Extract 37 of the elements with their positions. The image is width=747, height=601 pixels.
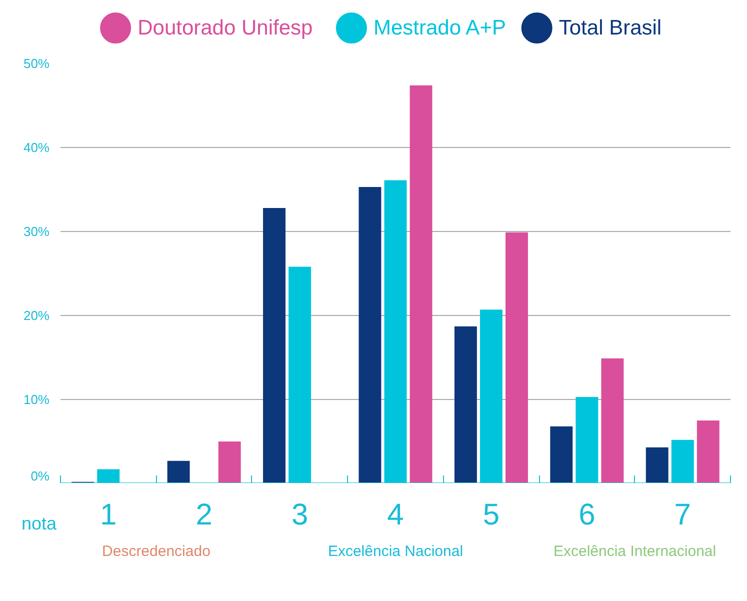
bar xyxy=(576,396,598,483)
x-tick-label: 2 xyxy=(196,498,212,532)
legend-label: Doutorado Unifesp xyxy=(138,16,313,40)
text: Excelência Nacional xyxy=(328,543,464,560)
y-tick-label: 20% xyxy=(23,308,50,323)
bar xyxy=(550,426,573,483)
y-tick-label: 50% xyxy=(23,56,50,71)
legend-label: Total Brasil xyxy=(558,16,662,40)
text: Excelência Internacional xyxy=(553,543,716,560)
bar xyxy=(263,208,286,483)
y-tick-label: 30% xyxy=(23,224,50,239)
bar xyxy=(601,358,624,483)
y-tick-label: 10% xyxy=(23,392,50,407)
x-tick-label: 7 xyxy=(674,498,691,532)
bar xyxy=(358,186,382,483)
y-tick-label: 40% xyxy=(23,140,50,155)
bar xyxy=(410,85,432,483)
bar xyxy=(696,420,720,483)
bar xyxy=(506,232,528,483)
x-axis-title: nota xyxy=(21,514,58,534)
bar xyxy=(218,442,241,483)
x-tick-label: 3 xyxy=(291,498,308,532)
bar xyxy=(97,469,120,483)
text: Descredenciado xyxy=(102,543,210,560)
x-tick-label: 6 xyxy=(578,498,596,532)
bar xyxy=(288,266,312,483)
bar xyxy=(384,180,407,483)
bar xyxy=(671,440,694,483)
y-tick-label: 0% xyxy=(30,468,50,484)
bar xyxy=(480,310,502,483)
bar xyxy=(167,460,190,483)
bar xyxy=(646,447,668,483)
x-tick-label: 4 xyxy=(387,498,404,532)
x-tick-label: 1 xyxy=(100,498,117,532)
bar xyxy=(454,326,477,483)
x-tick-label: 5 xyxy=(482,498,500,532)
legend-label: Mestrado A+P xyxy=(373,16,506,40)
